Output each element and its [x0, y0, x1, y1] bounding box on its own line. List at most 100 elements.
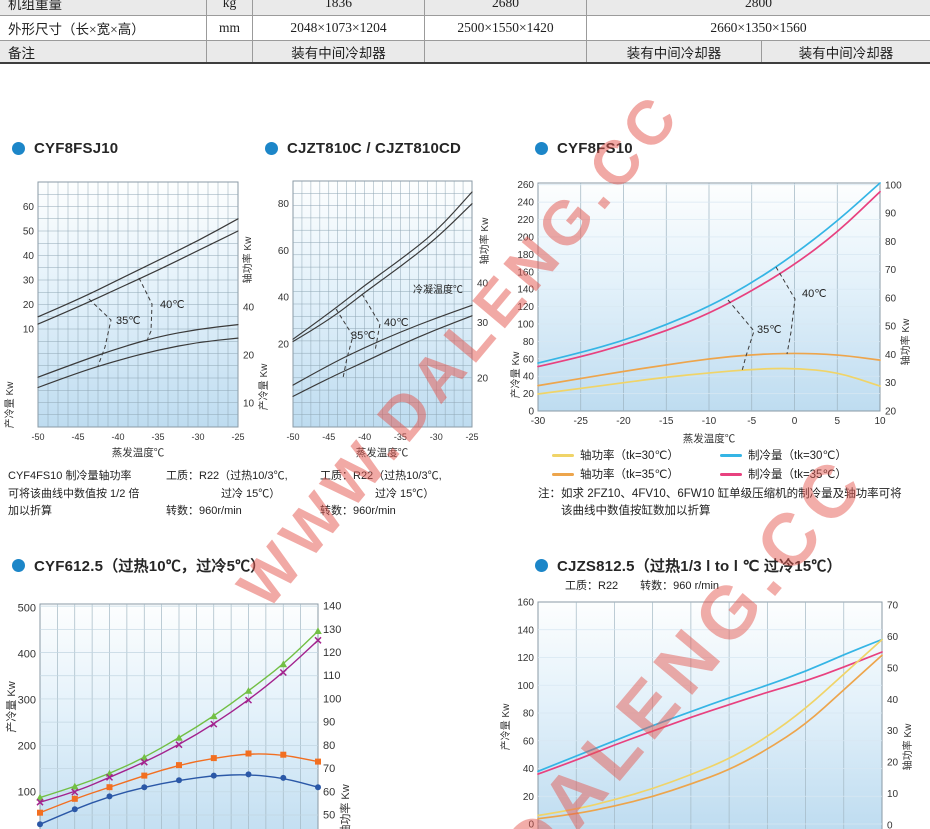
chart-cyf612: 100 200 300 400 500 50 60 70 80 90 100 110 120 130 140… [0, 595, 470, 829]
svg-text:80: 80 [523, 709, 535, 720]
svg-text:80: 80 [523, 337, 535, 348]
section-subtitle: 工质：R22 转数：960 r/min [565, 580, 720, 592]
svg-text:-50: -50 [31, 432, 44, 442]
svg-text:20: 20 [523, 792, 535, 803]
svg-text:70: 70 [885, 265, 897, 276]
svg-text:5: 5 [834, 416, 840, 427]
svg-text:-45: -45 [71, 432, 84, 442]
svg-text:200: 200 [517, 232, 534, 243]
svg-text:35℃: 35℃ [116, 315, 141, 327]
svg-text:20: 20 [278, 339, 290, 350]
legend-item: 制冷量（tk=30℃） [720, 447, 847, 463]
svg-text:-10: -10 [702, 416, 717, 427]
svg-text:100: 100 [517, 319, 534, 330]
svg-text:60: 60 [887, 632, 899, 643]
svg-text:蒸发温度℃: 蒸发温度℃ [112, 446, 165, 459]
svg-text:20: 20 [523, 389, 535, 400]
svg-text:60: 60 [23, 202, 35, 213]
svg-text:100: 100 [517, 681, 534, 692]
svg-text:蒸发温度℃: 蒸发温度℃ [356, 446, 409, 459]
svg-text:30: 30 [477, 318, 489, 329]
svg-text:-45: -45 [322, 432, 335, 442]
svg-text:130: 130 [323, 624, 341, 636]
svg-text:-30: -30 [430, 432, 443, 442]
row-label: 机组重量 [0, 0, 207, 15]
svg-text:90: 90 [885, 209, 897, 220]
svg-text:-15: -15 [659, 416, 674, 427]
svg-text:-5: -5 [747, 416, 756, 427]
svg-text:220: 220 [517, 215, 534, 226]
svg-text:80: 80 [885, 237, 897, 248]
svg-text:-30: -30 [191, 432, 204, 442]
svg-text:-25: -25 [574, 416, 589, 427]
svg-text:10: 10 [874, 416, 886, 427]
legend-item: 轴功率（tk=35℃） [552, 466, 720, 482]
chart-cjzt810c: 20 40 60 80 20 30 40 -50 -45 -40 -35 -30 -25 蒸发温度℃ 产冷量… [255, 175, 507, 475]
value-cell: 装有中间冷却器 [253, 41, 425, 62]
svg-text:50: 50 [23, 227, 35, 238]
svg-text:120: 120 [517, 302, 534, 313]
note-chart3: 注：如求 2FZ10、4FV10、6FW10 缸单级压缩机的制冷量及轴功率可将 … [538, 488, 902, 518]
svg-text:20: 20 [887, 758, 899, 769]
svg-text:110: 110 [323, 670, 341, 682]
svg-text:产冷量 Kw: 产冷量 Kw [257, 363, 270, 410]
value-cell: 2800 [745, 0, 772, 10]
svg-text:40℃: 40℃ [160, 299, 185, 311]
bullet-dot-icon [265, 142, 278, 155]
svg-text:40: 40 [887, 695, 899, 706]
svg-text:260: 260 [517, 180, 534, 191]
svg-text:30: 30 [887, 726, 899, 737]
svg-text:30: 30 [885, 378, 897, 389]
svg-text:40: 40 [477, 279, 489, 290]
svg-text:10: 10 [887, 789, 899, 800]
section-header-cyf8fs10: CYF8FS10 [535, 140, 633, 157]
svg-text:轴功率 Kw: 轴功率 Kw [241, 236, 254, 283]
value-cell: 装有中间冷却器 [798, 45, 894, 61]
svg-text:90: 90 [323, 717, 335, 729]
legend-item: 制冷量（tk=35℃） [720, 466, 847, 482]
unit-cell: kg [207, 0, 253, 15]
svg-text:20: 20 [885, 407, 897, 418]
note-cyf4fs10: CYF4FS10 制冷量轴功率 可将该曲线中数值按 1/2 倍 加以折算 [8, 470, 140, 518]
svg-text:-20: -20 [616, 416, 631, 427]
chart-cjzs812: 0 20 40 60 80 100 120 140 160 0 10 20 30 40 50 60 70 产冷量 … [480, 595, 930, 829]
section-header-cyf612: CYF612.5（过热10℃，过冷5℃） [12, 555, 266, 576]
svg-text:0: 0 [887, 820, 893, 829]
svg-text:60: 60 [523, 354, 535, 365]
svg-text:10: 10 [243, 398, 255, 409]
svg-text:180: 180 [517, 250, 534, 261]
svg-text:轴功率 Kw: 轴功率 Kw [338, 784, 352, 829]
chart-cyf8fsj10: 10 20 30 40 50 60 10 20 40 -50 -45 -40 -35 -30 -25 蒸发温度… [0, 175, 258, 475]
svg-text:100: 100 [18, 787, 36, 799]
svg-text:40: 40 [243, 302, 255, 313]
svg-text:50: 50 [323, 810, 335, 822]
svg-text:-40: -40 [111, 432, 124, 442]
svg-text:60: 60 [323, 786, 335, 798]
table-row: 机组重量 kg 1836 2680 2800 [0, 0, 930, 15]
svg-text:40: 40 [523, 764, 535, 775]
section-header-cjzs812: CJZS812.5（过热1/3 l to l ℃ 过冷15℃） [535, 555, 842, 576]
svg-text:轴功率 Kw: 轴功率 Kw [478, 217, 491, 264]
svg-text:50: 50 [887, 663, 899, 674]
bullet-dot-icon [12, 559, 25, 572]
svg-text:60: 60 [885, 293, 897, 304]
value-cell [425, 41, 587, 62]
bullet-dot-icon [12, 142, 25, 155]
svg-text:产冷量 Kw: 产冷量 Kw [4, 681, 18, 732]
bullet-dot-icon [535, 142, 548, 155]
svg-text:100: 100 [885, 180, 902, 191]
value-cell: 2680 [425, 0, 587, 15]
svg-text:200: 200 [18, 741, 36, 753]
table-row: 备注 装有中间冷却器 装有中间冷却器 装有中间冷却器 [0, 40, 930, 62]
svg-text:冷凝温度℃: 冷凝温度℃ [413, 283, 463, 296]
svg-text:-40: -40 [358, 432, 371, 442]
svg-text:35℃: 35℃ [757, 324, 782, 336]
svg-text:140: 140 [323, 601, 341, 613]
svg-text:40: 40 [278, 293, 290, 304]
svg-text:20: 20 [243, 350, 255, 361]
svg-text:轴功率 Kw: 轴功率 Kw [901, 723, 914, 770]
unit-cell: mm [207, 16, 253, 40]
svg-text:140: 140 [517, 285, 534, 296]
chart3-legend: 轴功率（tk=30℃） 制冷量（tk=30℃） 轴功率（tk=35℃） 制冷量（tk=… [552, 447, 847, 482]
svg-text:0: 0 [528, 407, 534, 418]
